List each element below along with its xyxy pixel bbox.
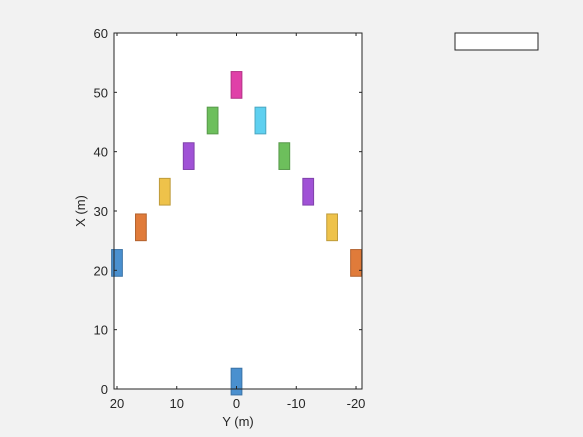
data-point-3 — [350, 249, 362, 277]
y-tick-label: 60 — [94, 26, 108, 41]
data-point-9 — [278, 142, 291, 170]
y-tick-label: 40 — [94, 145, 108, 160]
data-point-10 — [206, 106, 219, 135]
y-axis-ticks: 0 10 20 30 40 50 60 — [94, 26, 362, 397]
y-tick-label: 20 — [94, 263, 108, 278]
x-axis-ticks: 20 10 0 -10 -20 — [110, 33, 366, 411]
x-tick-label: -10 — [287, 396, 306, 411]
x-axis-label: Y (m) — [222, 414, 254, 429]
data-point-1 — [230, 367, 243, 396]
x-tick-label: 20 — [110, 396, 124, 411]
x-tick-label: -20 — [347, 396, 366, 411]
data-point-4 — [135, 213, 147, 242]
y-tick-label: 50 — [94, 85, 108, 100]
y-tick-label: 0 — [101, 382, 108, 397]
data-point-11 — [254, 106, 267, 135]
data-point-6 — [158, 177, 171, 206]
y-tick-label: 30 — [94, 204, 108, 219]
y-axis-label: X (m) — [73, 195, 88, 227]
data-point-7 — [302, 177, 315, 206]
data-point-8 — [182, 142, 195, 170]
data-point-12 — [230, 71, 243, 99]
data-point-2 — [111, 249, 123, 277]
x-tick-label: 0 — [233, 396, 240, 411]
legend-box — [454, 32, 539, 51]
y-tick-label: 10 — [94, 323, 108, 338]
data-marks — [111, 71, 362, 396]
x-tick-label: 10 — [170, 396, 184, 411]
data-point-5 — [326, 213, 338, 242]
